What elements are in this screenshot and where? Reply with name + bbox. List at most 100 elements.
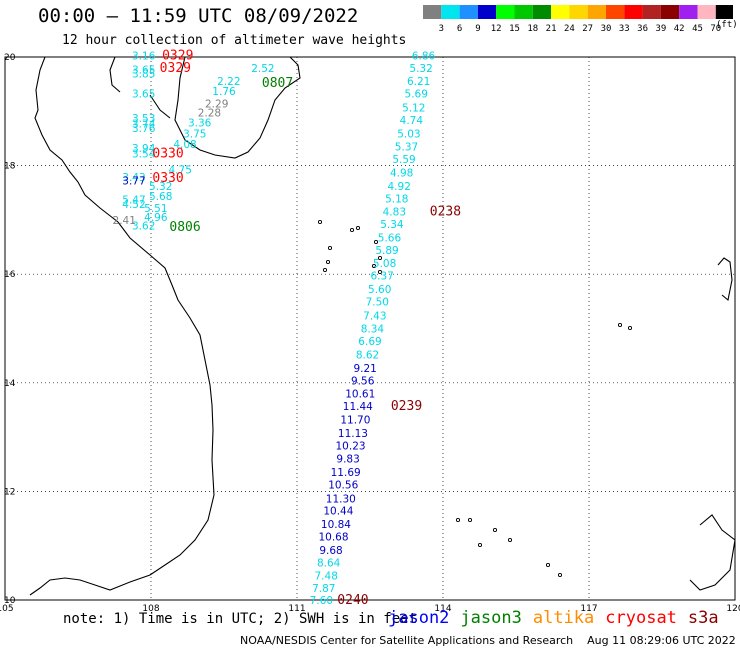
wave-height-value: 3.85 (132, 69, 155, 81)
wave-height-value: 3.65 (132, 89, 155, 101)
wave-height-value: 1.76 (212, 86, 236, 98)
color-scale-label: 39 (655, 24, 666, 34)
coastline (29, 56, 736, 596)
wave-height-value: 5.47 (122, 195, 145, 207)
wave-height-value: 5.60 (368, 284, 391, 296)
map-subtitle: 12 hour collection of altimeter wave hei… (62, 33, 407, 48)
wave-height-value: 3.53 (132, 113, 155, 125)
wave-height-value: 5.34 (380, 219, 404, 231)
wave-height-value: 4.98 (390, 167, 413, 179)
wave-height-value: 4.75 (169, 165, 192, 177)
coastline-hainan (174, 56, 301, 159)
wave-height-value: 4.92 (388, 181, 411, 193)
color-scale-label: 24 (564, 24, 575, 34)
coastline-islet (317, 219, 323, 225)
color-scale-label: 3 (439, 24, 444, 34)
wave-height-value: 3.65 (132, 64, 155, 76)
wave-height-value: 5.59 (392, 154, 415, 166)
legend-cryosat: cryosat (605, 608, 677, 628)
coastline-islet (455, 517, 461, 523)
coastline-islet (557, 572, 563, 578)
wave-height-value: 3.62 (132, 221, 155, 233)
wave-height-value: 6.21 (407, 76, 430, 88)
color-swatch (697, 5, 716, 19)
coastline-islet (355, 225, 361, 231)
footer-credit: NOAA/NESDIS Center for Satellite Applica… (240, 634, 736, 647)
coastline-islet (373, 239, 379, 245)
wave-height-value: 2.22 (217, 76, 240, 88)
wave-height-value: 5.32 (409, 63, 432, 75)
legend-altika: altika (532, 608, 595, 628)
coastline-islet (507, 537, 513, 543)
pass-time-label: 0329 (162, 49, 193, 64)
color-scale-units: (ft) (716, 20, 738, 30)
wave-height-value: 9.21 (353, 363, 376, 375)
wave-height-value: 7.43 (363, 310, 386, 322)
latitude-tick-label: 20 (4, 53, 16, 63)
coastline-islet (492, 527, 498, 533)
legend-s3a: s3a (687, 608, 719, 628)
color-swatch (441, 5, 460, 19)
coastline-islet (322, 267, 328, 273)
satellite-legend: jason2 jason3 altika cryosat s3a (388, 608, 730, 628)
color-scale-label: 27 (582, 24, 593, 34)
color-swatch (642, 5, 661, 19)
pass-time-label: 0240 (337, 593, 368, 608)
color-swatch (660, 5, 680, 19)
color-swatch (459, 5, 478, 19)
pass-time-label: 0330 (152, 171, 183, 186)
longitude-tick-label: 111 (288, 604, 305, 614)
wave-height-value: 10.23 (336, 441, 366, 453)
coastline-islet (371, 263, 377, 269)
color-scale-bar: 3 6 9 12 15 18 21 24 27 30 33 36 39 42 45 70 (423, 5, 733, 34)
color-swatch (423, 5, 442, 19)
longitude-tick-label: 117 (580, 604, 597, 614)
color-swatch (496, 5, 515, 19)
color-scale-label: 12 (491, 24, 502, 34)
latitude-tick-label: 16 (4, 270, 16, 280)
longitude-tick-label: 114 (434, 604, 451, 614)
color-scale-label: 33 (619, 24, 630, 34)
legend-jason3: jason3 (460, 608, 522, 628)
color-scale-label: 36 (637, 24, 648, 34)
coastline-islet (327, 245, 333, 251)
wave-height-value: 10.68 (318, 531, 348, 543)
latitude-tick-label: 14 (4, 379, 16, 389)
wave-height-value: 11.69 (331, 467, 361, 479)
footer-note: note: 1) Time is in UTC; 2) SWH is in fe… (63, 611, 418, 627)
latitude-tick-label: 18 (4, 162, 16, 172)
coastline-islet (627, 325, 633, 331)
coastline-islet (545, 562, 551, 568)
wave-height-value: 8.64 (317, 557, 341, 569)
wave-height-value: 2.29 (205, 98, 228, 110)
wave-height-value: 8.62 (356, 349, 379, 361)
wave-height-value: 4.08 (173, 139, 196, 151)
color-scale-label: 45 (692, 24, 703, 34)
lat-lon-grid (4, 56, 736, 601)
wave-height-value: 10.44 (323, 506, 353, 518)
coastline-gulf (109, 56, 121, 93)
wave-height-value: 5.89 (375, 245, 398, 257)
wave-height-value: 10.56 (328, 480, 358, 492)
wave-height-value: 6.37 (370, 271, 393, 283)
coastline-palawan (689, 514, 736, 591)
wave-height-value: 3.16 (132, 51, 156, 63)
color-scale-label: 70 (710, 24, 721, 34)
axis-tick-labels: 105 108 111 114 117 120 20 18 16 14 12 10 (0, 53, 740, 614)
color-swatch (624, 5, 643, 19)
pass-time-label: 0329 (160, 61, 191, 76)
wave-height-value: 11.30 (326, 493, 356, 505)
wave-height-value: 5.37 (395, 141, 418, 153)
color-scale-label: 42 (674, 24, 685, 34)
wave-height-values: 2.52 2.221.762.292.283.363.754.08 0807 3.16… (113, 49, 462, 608)
wave-height-value: 5.08 (373, 258, 396, 270)
wave-height-value: 3.36 (188, 118, 212, 130)
coastline-islet (349, 227, 355, 233)
color-swatch (606, 5, 625, 19)
wave-height-value: 3.74 (132, 119, 156, 131)
wave-height-value: 11.13 (338, 428, 368, 440)
color-scale-label: 18 (527, 24, 538, 34)
coastline-islet (325, 259, 331, 265)
wave-height-value: 7.50 (366, 297, 389, 309)
wave-height-value: 3.54 (132, 148, 156, 160)
